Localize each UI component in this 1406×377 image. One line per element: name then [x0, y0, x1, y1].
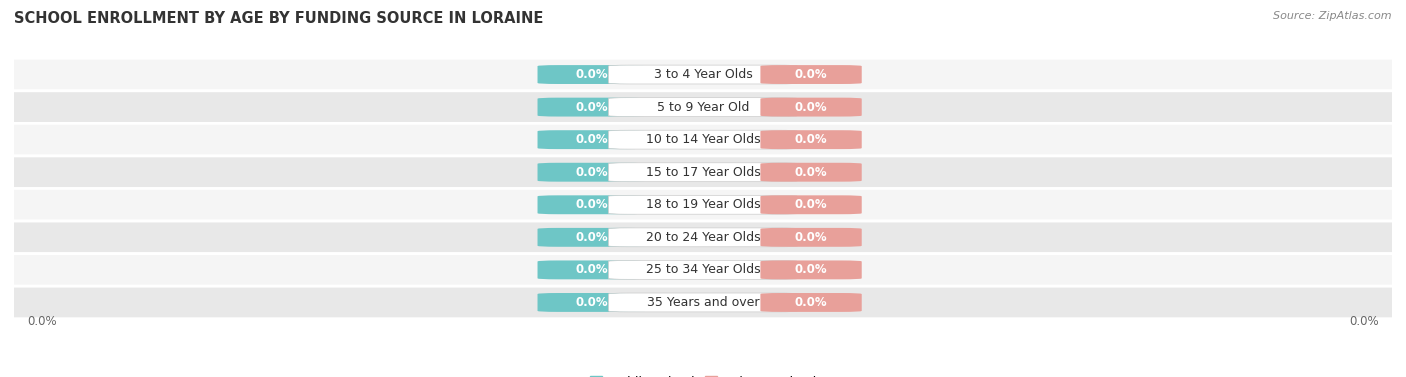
FancyBboxPatch shape [761, 130, 862, 149]
Text: 15 to 17 Year Olds: 15 to 17 Year Olds [645, 166, 761, 179]
Text: Source: ZipAtlas.com: Source: ZipAtlas.com [1274, 11, 1392, 21]
FancyBboxPatch shape [0, 58, 1406, 91]
FancyBboxPatch shape [761, 98, 862, 116]
Text: 0.0%: 0.0% [794, 264, 827, 276]
FancyBboxPatch shape [537, 261, 645, 279]
FancyBboxPatch shape [0, 156, 1406, 188]
Text: 25 to 34 Year Olds: 25 to 34 Year Olds [645, 264, 761, 276]
Legend: Public School, Private School: Public School, Private School [589, 375, 817, 377]
FancyBboxPatch shape [537, 195, 645, 214]
FancyBboxPatch shape [0, 123, 1406, 156]
FancyBboxPatch shape [609, 261, 797, 279]
FancyBboxPatch shape [761, 293, 862, 312]
Text: 0.0%: 0.0% [575, 264, 607, 276]
Text: 0.0%: 0.0% [794, 166, 827, 179]
Text: 0.0%: 0.0% [575, 231, 607, 244]
Text: 10 to 14 Year Olds: 10 to 14 Year Olds [645, 133, 761, 146]
Text: 0.0%: 0.0% [575, 68, 607, 81]
Text: 0.0%: 0.0% [794, 68, 827, 81]
Text: 0.0%: 0.0% [794, 198, 827, 211]
Text: 0.0%: 0.0% [794, 133, 827, 146]
Text: 0.0%: 0.0% [575, 101, 607, 113]
Text: 18 to 19 Year Olds: 18 to 19 Year Olds [645, 198, 761, 211]
Text: 3 to 4 Year Olds: 3 to 4 Year Olds [654, 68, 752, 81]
Text: 0.0%: 0.0% [794, 296, 827, 309]
FancyBboxPatch shape [537, 228, 645, 247]
FancyBboxPatch shape [0, 254, 1406, 286]
FancyBboxPatch shape [761, 65, 862, 84]
FancyBboxPatch shape [609, 293, 797, 312]
Text: 0.0%: 0.0% [794, 231, 827, 244]
FancyBboxPatch shape [537, 65, 645, 84]
Text: 0.0%: 0.0% [575, 133, 607, 146]
Text: 35 Years and over: 35 Years and over [647, 296, 759, 309]
FancyBboxPatch shape [0, 188, 1406, 221]
FancyBboxPatch shape [609, 98, 797, 116]
FancyBboxPatch shape [0, 91, 1406, 123]
Text: 0.0%: 0.0% [575, 296, 607, 309]
FancyBboxPatch shape [609, 65, 797, 84]
FancyBboxPatch shape [609, 163, 797, 182]
FancyBboxPatch shape [761, 228, 862, 247]
FancyBboxPatch shape [537, 293, 645, 312]
FancyBboxPatch shape [761, 261, 862, 279]
Text: 0.0%: 0.0% [1348, 316, 1378, 328]
FancyBboxPatch shape [609, 195, 797, 214]
Text: 0.0%: 0.0% [794, 101, 827, 113]
FancyBboxPatch shape [609, 130, 797, 149]
FancyBboxPatch shape [609, 228, 797, 247]
FancyBboxPatch shape [537, 130, 645, 149]
FancyBboxPatch shape [761, 163, 862, 182]
Text: 0.0%: 0.0% [575, 198, 607, 211]
Text: 20 to 24 Year Olds: 20 to 24 Year Olds [645, 231, 761, 244]
FancyBboxPatch shape [537, 98, 645, 116]
FancyBboxPatch shape [761, 195, 862, 214]
FancyBboxPatch shape [537, 163, 645, 182]
FancyBboxPatch shape [0, 286, 1406, 319]
FancyBboxPatch shape [0, 221, 1406, 254]
Text: 0.0%: 0.0% [28, 316, 58, 328]
Text: SCHOOL ENROLLMENT BY AGE BY FUNDING SOURCE IN LORAINE: SCHOOL ENROLLMENT BY AGE BY FUNDING SOUR… [14, 11, 544, 26]
Text: 5 to 9 Year Old: 5 to 9 Year Old [657, 101, 749, 113]
Text: 0.0%: 0.0% [575, 166, 607, 179]
